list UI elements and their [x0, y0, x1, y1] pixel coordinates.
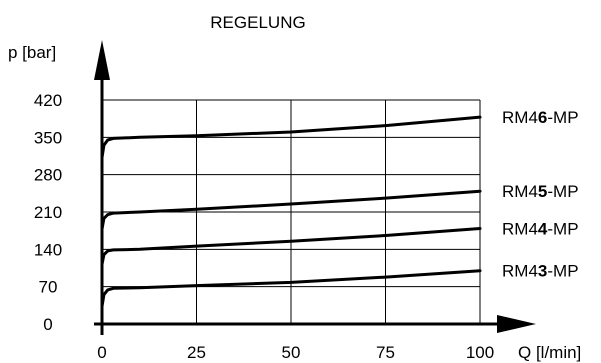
series-label-2: RM45-MP — [502, 182, 579, 201]
series-label-part: 4 — [538, 220, 548, 239]
x-tick-label: 0 — [97, 343, 106, 362]
x-tick-label: 100 — [466, 343, 494, 362]
series-label-1: RM46-MP — [502, 108, 579, 127]
series-line-1 — [100, 115, 482, 160]
series-line-3 — [100, 227, 482, 266]
y-tick-label: 140 — [34, 240, 62, 259]
y-tick-label: 350 — [34, 128, 62, 147]
y-axis-arrow — [94, 40, 110, 80]
series-label-part: -MP — [547, 108, 578, 127]
curves — [100, 115, 482, 308]
y-tick-label: 0 — [43, 315, 52, 334]
series-label-part: RM4 — [502, 182, 538, 201]
series-label-4: RM43-MP — [502, 262, 579, 281]
series-label-part: 5 — [538, 182, 547, 201]
series-label-part: RM4 — [502, 262, 538, 281]
y-axis-label: p [bar] — [8, 43, 56, 62]
x-tick-label: 75 — [376, 343, 395, 362]
series-label-3: RM44-MP — [502, 220, 579, 239]
tick-labels: 0 70 140 210 280 350 420 0 25 50 75 100 — [34, 91, 494, 362]
y-tick-label: 280 — [34, 166, 62, 185]
series-line-2 — [100, 189, 482, 231]
series-label-part: 6 — [538, 108, 547, 127]
axes — [94, 40, 536, 335]
series-label-part: 3 — [538, 262, 547, 281]
series-label-part: -MP — [547, 262, 578, 281]
x-axis-arrow — [497, 315, 536, 333]
series-label-part: -MP — [547, 182, 578, 201]
series-label-part: RM4 — [502, 108, 538, 127]
x-tick-label: 50 — [282, 343, 301, 362]
y-tick-label: 210 — [34, 203, 62, 222]
chart-title: REGELUNG — [210, 13, 305, 32]
x-tick-label: 25 — [187, 343, 206, 362]
series-label-part: -MP — [547, 220, 578, 239]
x-axis-label: Q [l/min] — [518, 343, 581, 362]
series-line-4 — [100, 269, 482, 308]
y-tick-label: 420 — [34, 91, 62, 110]
y-tick-label: 70 — [39, 278, 58, 297]
series-label-part: RM4 — [502, 220, 538, 239]
